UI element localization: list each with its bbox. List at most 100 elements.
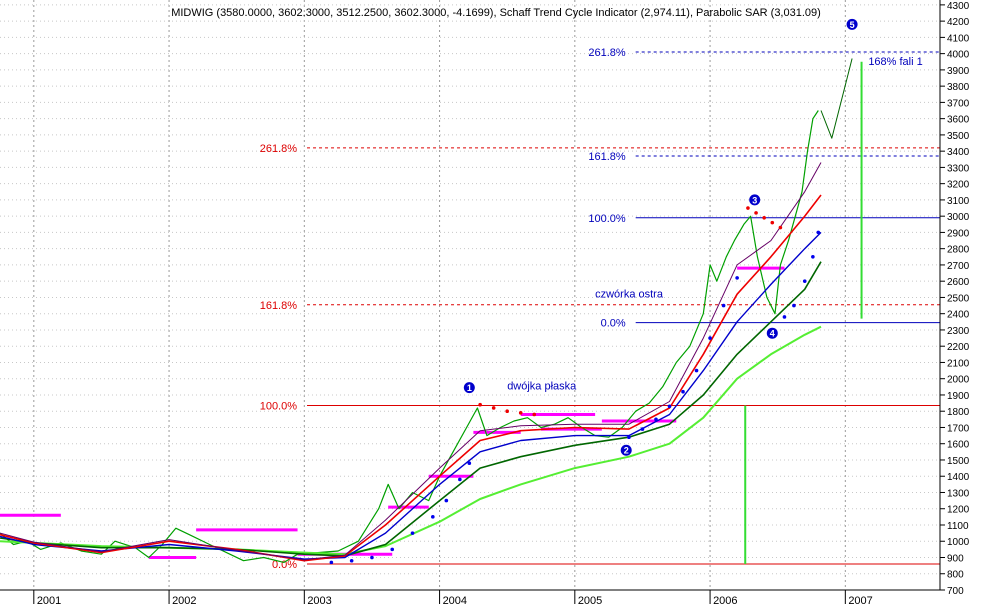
- x-tick-label: 2003: [307, 595, 331, 607]
- sar-dot-up: [721, 303, 726, 308]
- price-line: [0, 110, 819, 564]
- wave-marker-label: 2: [624, 446, 629, 456]
- grid-lines: [0, 0, 940, 591]
- sar-dot-down: [770, 220, 775, 225]
- sar-dot-up: [627, 435, 631, 440]
- y-tick-label: 1400: [947, 472, 970, 483]
- wave-marker-circle: [620, 444, 632, 456]
- sar-dot-up: [792, 303, 796, 308]
- y-tick-label: 1700: [947, 423, 970, 434]
- fib-red-label: 261.8%: [260, 143, 298, 155]
- annotations: dwójka płaska czwórka ostra 168% fali 1: [507, 56, 923, 392]
- wave-marker-circle: [463, 382, 475, 394]
- y-tick-label: 3200: [947, 180, 970, 191]
- fib-red-label: 161.8%: [260, 300, 298, 312]
- sar-dot-down: [478, 402, 482, 407]
- x-tick-label: 2001: [37, 595, 61, 607]
- measurement-lines: [744, 61, 863, 564]
- y-tick-label: 2000: [947, 375, 970, 386]
- axes: 700 800 900 1000 1100 1200 1300 1400 1500 1600 170…: [0, 0, 970, 607]
- sar-dot-up: [410, 531, 415, 535]
- y-tick-label: 2900: [947, 228, 970, 239]
- sar-dot-up: [811, 255, 815, 259]
- y-tick-label: 800: [947, 570, 964, 581]
- wave-projection-line: [820, 58, 853, 139]
- x-tick-label: 2007: [848, 595, 872, 607]
- sar-dot-up: [681, 389, 685, 394]
- moving-average-red: [0, 194, 822, 562]
- sar-dot-up: [708, 336, 712, 340]
- y-tick-label: 1000: [947, 537, 970, 548]
- annotation-text: czwórka ostra: [595, 288, 664, 300]
- sar-dot-up: [444, 498, 449, 503]
- y-tick-label: 2500: [947, 293, 970, 304]
- sar-dot-up: [329, 560, 334, 565]
- y-tick-label: 3500: [947, 131, 970, 142]
- sar-dot-up: [654, 417, 658, 422]
- y-tick-label: 3100: [947, 196, 970, 207]
- wave-marker-label: 3: [752, 195, 757, 205]
- y-tick-label: 2700: [947, 261, 970, 272]
- y-tick-label: 2200: [947, 342, 970, 353]
- x-tick-label: 2004: [443, 595, 467, 607]
- sar-dot-down: [505, 409, 509, 414]
- y-tick-label: 3000: [947, 212, 970, 223]
- sar-dot-up: [458, 477, 462, 482]
- y-tick-label: 2400: [947, 310, 970, 321]
- y-tick-label: 3800: [947, 82, 970, 93]
- sar-dot-down: [532, 412, 537, 417]
- y-tick-label: 2800: [947, 245, 970, 256]
- sar-dot-up: [802, 279, 807, 283]
- fib-blue-label: 100.0%: [588, 213, 626, 225]
- y-tick-label: 700: [947, 586, 964, 597]
- x-tick-label: 2005: [578, 595, 602, 607]
- chart-title: MIDWIG (3580.0000, 3602.3000, 3512.2500,…: [171, 7, 821, 19]
- sar-dot-down: [778, 225, 783, 230]
- y-tick-label: 3900: [947, 66, 970, 77]
- y-tick-label: 1100: [947, 521, 969, 532]
- fib-red-label: 100.0%: [260, 401, 298, 413]
- annotation-text: dwójka płaska: [507, 380, 577, 392]
- fib-blue-label: 0.0%: [601, 318, 626, 330]
- sar-dot-up: [816, 230, 821, 235]
- y-tick-label: 2100: [947, 358, 970, 369]
- moving-average-mid: [0, 261, 822, 557]
- moving-average-purple: [0, 162, 822, 561]
- sar-dot-up: [431, 515, 435, 519]
- x-tick-label: 2002: [172, 595, 196, 607]
- y-tick-label: 4000: [947, 50, 970, 61]
- y-tick-label: 4200: [947, 17, 970, 28]
- moving-average-blue: [0, 231, 822, 560]
- sar-dot-down: [754, 211, 758, 215]
- y-tick-label: 2600: [947, 277, 970, 288]
- fibonacci-levels: 0.0% 100.0% 161.8% 261.8% 0.0% 100.0% 161.8% 26…: [260, 47, 940, 571]
- sar-dot-up: [370, 555, 374, 560]
- y-tick-label: 1300: [947, 488, 970, 499]
- y-tick-label: 3700: [947, 98, 970, 109]
- wave-marker-circle: [766, 327, 778, 339]
- y-tick-label: 4300: [947, 1, 970, 12]
- y-tick-label: 1600: [947, 440, 970, 451]
- y-tick-label: 1200: [947, 505, 970, 516]
- wave-marker-label: 4: [770, 329, 775, 339]
- y-tick-label: 1800: [947, 407, 970, 418]
- sar-dot-down: [518, 411, 523, 415]
- annotation-text: 168% fali 1: [868, 56, 922, 68]
- sar-dot-up: [735, 276, 739, 280]
- sar-dot-up: [467, 461, 472, 466]
- sar-dot-up: [782, 315, 787, 319]
- wave-markers: 1 2 3 4 5: [463, 18, 858, 456]
- y-tick-label: 3300: [947, 163, 970, 174]
- fib-blue-label: 261.8%: [588, 47, 626, 59]
- sar-dot-up: [694, 368, 699, 373]
- y-tick-label: 900: [947, 553, 964, 564]
- x-tick-label: 2006: [713, 595, 737, 607]
- wave-marker-label: 1: [467, 383, 472, 393]
- fib-red-label: 0.0%: [272, 559, 297, 571]
- y-tick-label: 3400: [947, 147, 970, 158]
- y-tick-label: 3600: [947, 115, 970, 126]
- y-tick-label: 1500: [947, 456, 970, 467]
- y-tick-label: 4100: [947, 33, 970, 44]
- sar-dot-up: [640, 427, 645, 431]
